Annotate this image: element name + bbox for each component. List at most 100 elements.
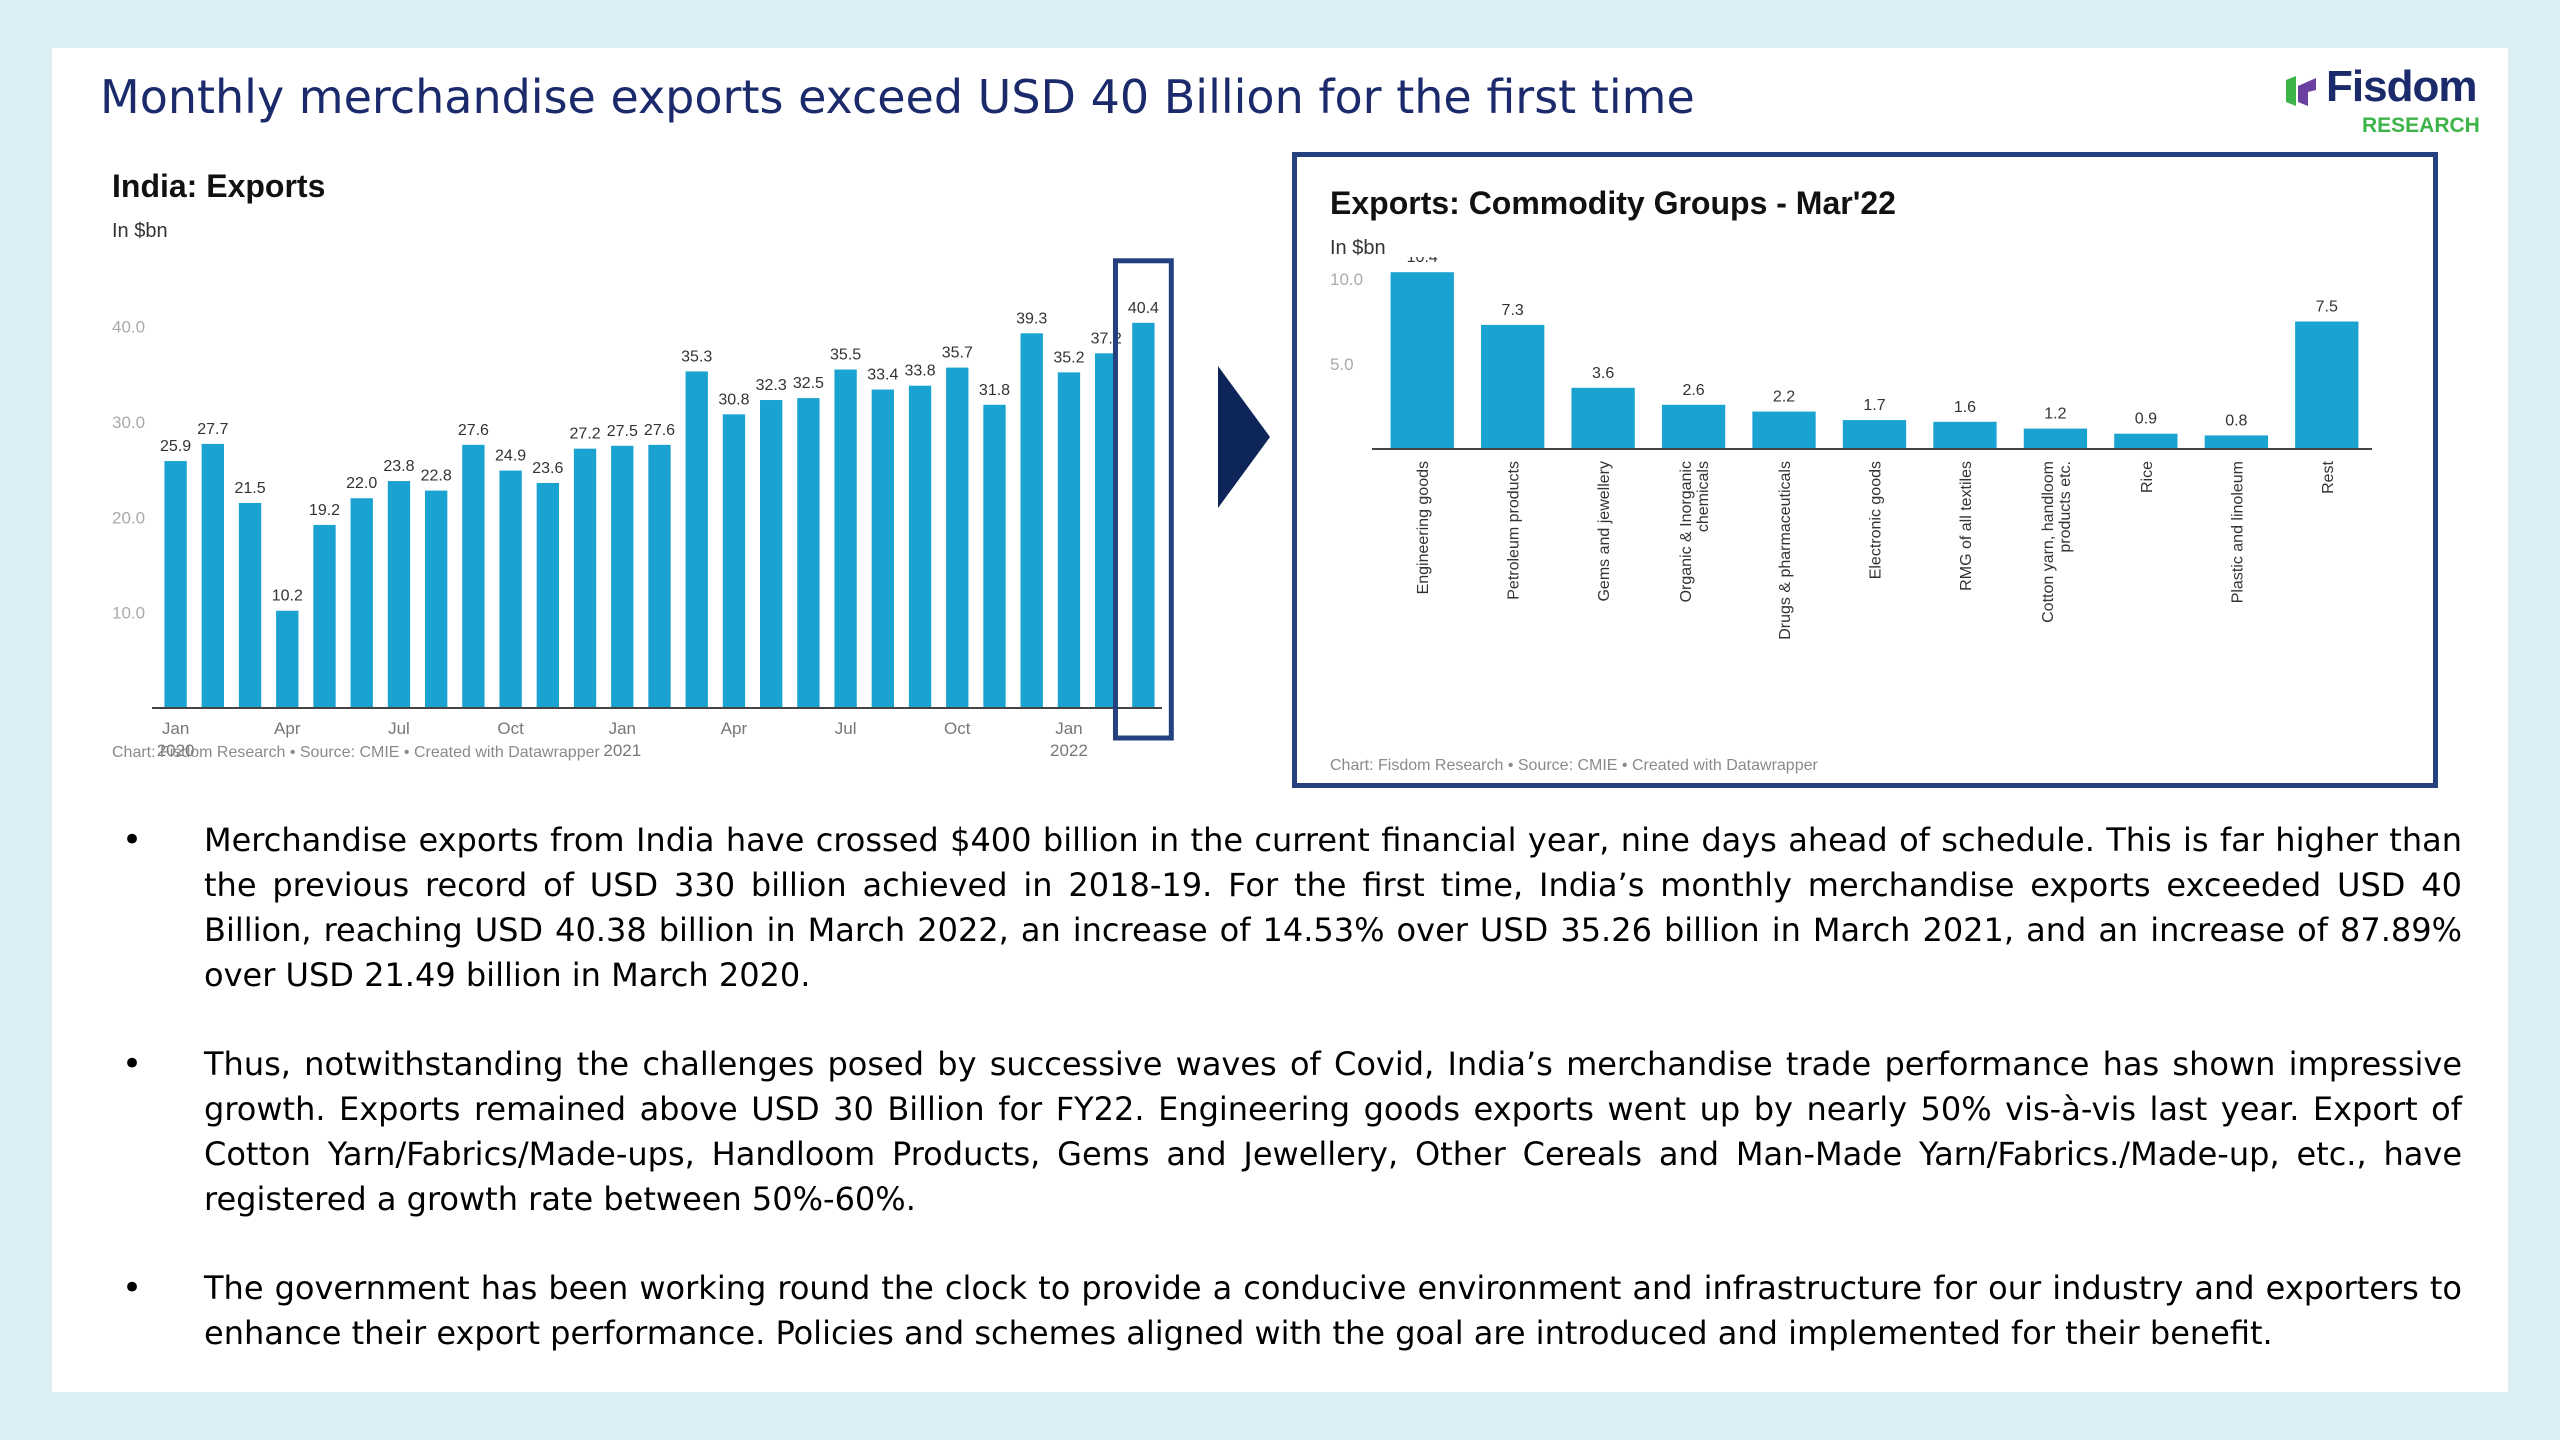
x-category-label: Petroleum products — [1506, 461, 1523, 600]
bullet-marker: • — [122, 1044, 143, 1084]
bar — [1481, 324, 1545, 449]
data-label: 1.6 — [1954, 399, 1976, 416]
x-category-label: products etc. — [2057, 461, 2074, 553]
bullet-text: Merchandise exports from India have cros… — [204, 821, 2462, 994]
x-tick-label: Jan — [609, 719, 636, 738]
chart1-title: India: Exports — [112, 168, 326, 204]
data-label: 39.3 — [1016, 310, 1047, 327]
x-tick-year-label: 2021 — [603, 741, 641, 760]
chart1-unit-label: In $bn — [112, 220, 168, 242]
bar — [2295, 321, 2359, 449]
bullet-text: The government has been working round th… — [204, 1269, 2462, 1352]
data-label: 31.8 — [979, 382, 1010, 399]
data-label: 24.9 — [495, 448, 526, 465]
bullet-marker: • — [122, 820, 143, 860]
x-tick-label: Jul — [835, 719, 857, 738]
data-label: 35.5 — [830, 347, 861, 364]
y-tick-label: 30.0 — [112, 413, 145, 432]
y-tick-label: 40.0 — [112, 318, 145, 337]
data-label: 35.7 — [942, 345, 973, 362]
data-label: 0.8 — [2225, 412, 2247, 429]
data-label: 19.2 — [309, 502, 340, 519]
chart1-source: Chart: Fisdom Research • Source: CMIE • … — [112, 744, 600, 761]
x-tick-year-label: 2020 — [157, 741, 195, 760]
data-label: 32.3 — [756, 377, 787, 394]
page-title: Monthly merchandise exports exceed USD 4… — [100, 70, 1695, 124]
bar — [685, 371, 708, 708]
x-tick-year-label: 2022 — [1050, 741, 1088, 760]
bullet-marker: • — [122, 1268, 143, 1308]
data-label: 1.2 — [2044, 406, 2066, 423]
bar — [611, 445, 634, 708]
data-label: 35.3 — [681, 348, 712, 365]
x-tick-label: Oct — [944, 719, 971, 738]
bar — [908, 385, 932, 708]
x-tick-label: Apr — [274, 719, 301, 738]
x-category-label: chemicals — [1695, 461, 1712, 532]
x-tick-label: Apr — [721, 719, 748, 738]
bar — [1661, 404, 1726, 449]
bar — [1390, 272, 1454, 449]
bar — [1571, 387, 1635, 449]
bar — [499, 470, 522, 708]
data-label: 7.3 — [1502, 302, 1524, 319]
bar — [648, 444, 671, 708]
x-tick-label: Jan — [162, 719, 189, 738]
bar — [1020, 333, 1043, 708]
data-label: 33.4 — [867, 367, 898, 384]
bullet-list: • Merchandise exports from India have cr… — [122, 818, 2462, 1400]
bar — [201, 443, 224, 708]
bar — [946, 367, 969, 708]
data-label: 35.2 — [1053, 349, 1084, 366]
data-label: 2.2 — [1773, 389, 1795, 406]
fisdom-leaf-icon — [2286, 76, 2316, 106]
x-category-label: Engineering goods — [1415, 461, 1432, 594]
bullet-text: Thus, notwithstanding the challenges pos… — [204, 1045, 2462, 1218]
bar — [238, 503, 262, 708]
y-tick-label: 20.0 — [112, 508, 145, 527]
data-label: 30.8 — [718, 391, 749, 408]
bar — [1842, 420, 1907, 449]
data-label: 33.8 — [904, 363, 935, 380]
data-label: 25.9 — [160, 438, 191, 455]
bar — [1933, 421, 1997, 449]
data-label: 27.5 — [607, 423, 638, 440]
bar — [722, 414, 746, 708]
bullet-item: • Thus, notwithstanding the challenges p… — [122, 1042, 2462, 1222]
x-category-label: Plastic and linoleum — [2229, 461, 2246, 603]
x-category-label: Organic & Inorganic — [1678, 461, 1695, 602]
bar — [1057, 372, 1081, 708]
y-tick-label: 5.0 — [1330, 355, 1354, 374]
bar — [1752, 411, 1816, 449]
y-tick-label: 10.0 — [1330, 270, 1363, 289]
y-tick-label: 10.0 — [112, 604, 145, 623]
x-category-label: Cotton yarn, handloom — [2040, 461, 2057, 623]
x-category-label: Gems and jewellery — [1596, 461, 1613, 602]
bar — [1132, 322, 1155, 708]
bullet-item: • Merchandise exports from India have cr… — [122, 818, 2462, 998]
chart1-svg: 10.0 20.0 30.0 40.0 25.9 27.7 21.5 10.2 19.2 22.0… — [112, 258, 1174, 760]
data-label: 32.5 — [793, 375, 824, 392]
bar — [276, 610, 299, 708]
bar — [462, 444, 485, 708]
bar — [2204, 435, 2268, 449]
bar — [573, 448, 597, 708]
bar — [425, 490, 448, 708]
bar — [834, 369, 857, 708]
data-label: 0.9 — [2135, 411, 2157, 428]
x-tick-label: Jul — [388, 719, 410, 738]
bar — [760, 400, 783, 708]
bar — [2023, 428, 2088, 449]
x-tick-label: Oct — [497, 719, 524, 738]
bar — [313, 524, 336, 708]
data-label: 10.4 — [1407, 257, 1438, 266]
highlight-frame — [1112, 258, 1174, 741]
x-category-label: Drugs & pharmaceuticals — [1777, 461, 1794, 640]
data-label: 2.6 — [1682, 382, 1704, 399]
data-label: 10.2 — [272, 588, 303, 605]
data-label: 22.0 — [346, 475, 377, 492]
x-category-label: Rest — [2320, 460, 2337, 493]
slide: Monthly merchandise exports exceed USD 4… — [52, 48, 2508, 1392]
brand-tagline: RESEARCH — [2362, 114, 2480, 137]
chart2-title: Exports: Commodity Groups - Mar'22 — [1330, 185, 1896, 221]
